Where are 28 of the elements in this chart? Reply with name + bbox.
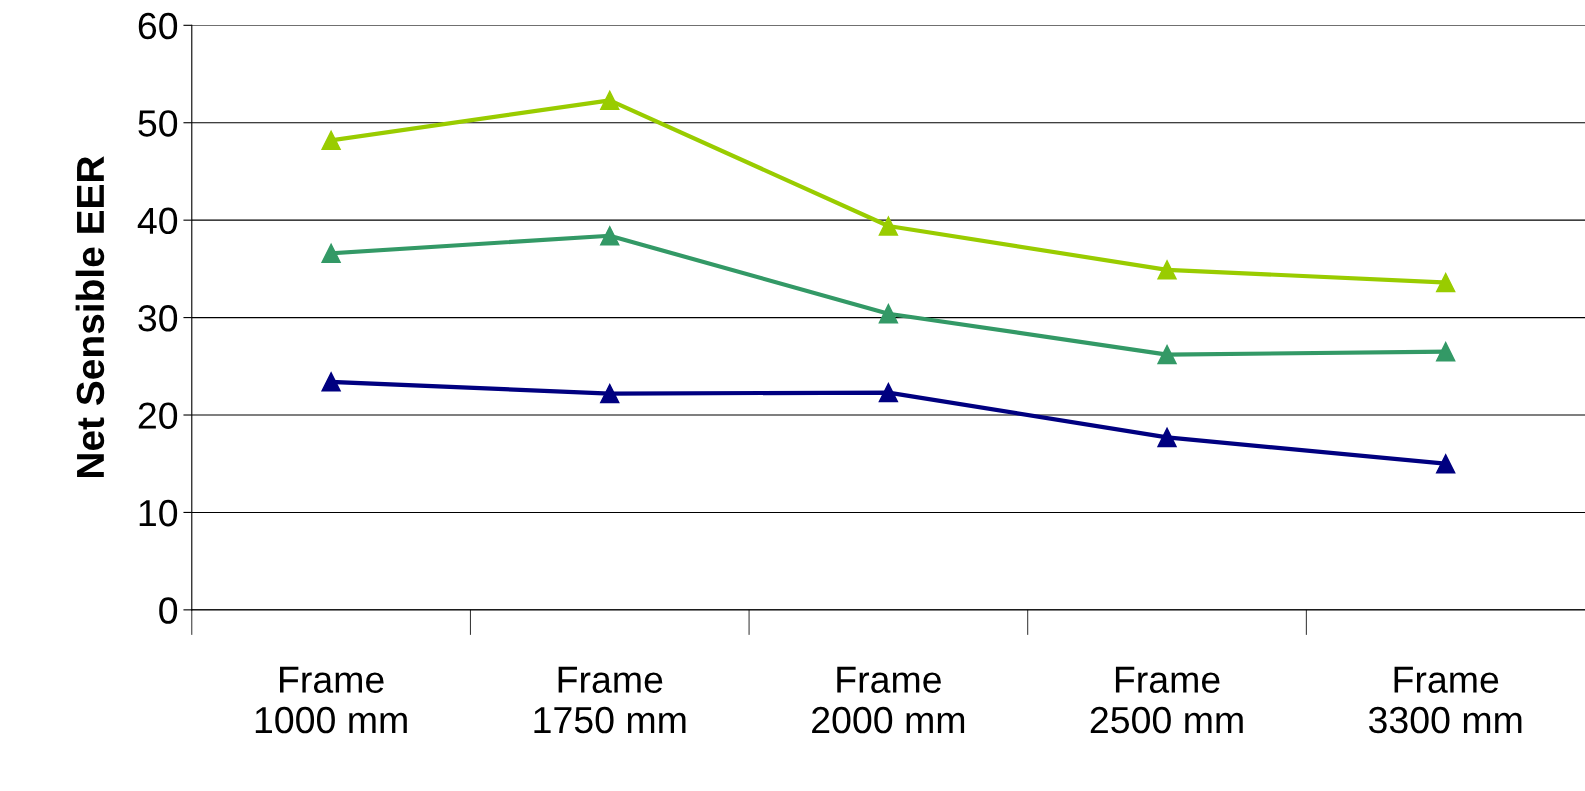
point	[1157, 260, 1177, 280]
y-tick-label: 10	[139, 499, 178, 527]
point	[878, 216, 899, 236]
point	[878, 303, 899, 324]
x-tick-label: Frame 2500 mm	[1090, 666, 1243, 734]
point	[321, 372, 341, 392]
point	[600, 90, 620, 111]
point	[1435, 341, 1456, 362]
y-tick-label: 0	[159, 597, 178, 624]
point	[600, 383, 620, 404]
x-tick-label: Frame 2000 mm	[812, 666, 965, 734]
point	[1435, 454, 1456, 474]
point	[321, 243, 341, 264]
point	[1435, 272, 1456, 293]
x-tick-label: Frame 1750 mm	[534, 666, 686, 734]
point	[1157, 427, 1177, 448]
point	[1157, 344, 1177, 365]
y-tick-label: 50	[138, 110, 178, 137]
y-tick-label: 40	[137, 207, 178, 235]
x-tick-label: Frame 3300 mm	[1368, 666, 1522, 734]
point	[321, 130, 341, 150]
y-tick-label: 20	[138, 402, 178, 429]
y-axis-title: Net Sensible EER	[75, 156, 105, 478]
y-tick-label: 60	[138, 12, 178, 40]
y-tick-label: 30	[138, 304, 178, 332]
point	[600, 226, 620, 246]
x-tick-label: Frame 1000 mm	[255, 666, 407, 734]
point	[878, 382, 899, 403]
